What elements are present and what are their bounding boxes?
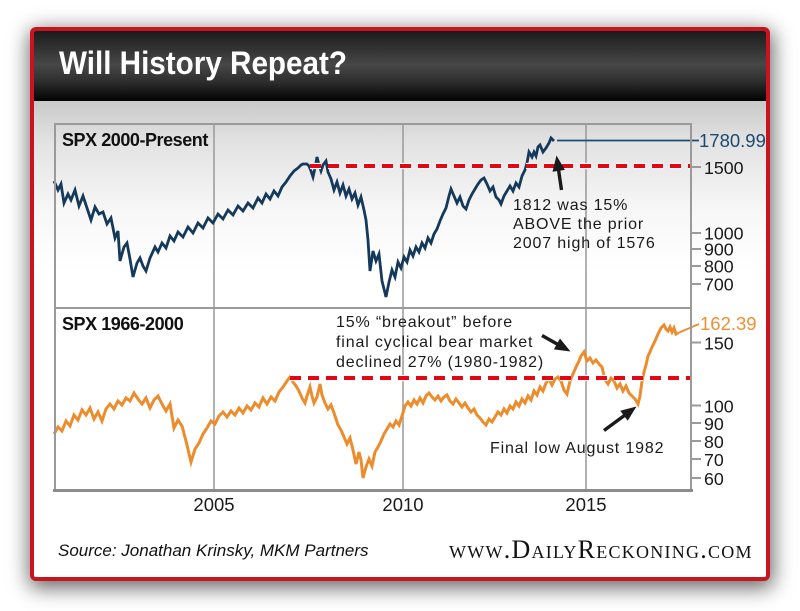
svg-text:162.39: 162.39 [700,313,757,334]
svg-text:2007 high of 1576: 2007 high of 1576 [513,235,656,252]
svg-text:700: 700 [704,275,734,295]
svg-text:Final low August 1982: Final low August 1982 [490,440,664,457]
svg-text:150: 150 [704,334,734,354]
svg-text:70: 70 [704,450,724,470]
svg-text:2005: 2005 [193,494,234,515]
svg-text:90: 90 [704,414,724,434]
svg-text:800: 800 [704,257,734,277]
svg-text:final cyclical bear market: final cyclical bear market [336,334,533,351]
svg-text:SPX 2000-Present: SPX 2000-Present [62,130,208,150]
svg-text:declined 27% (1980-1982): declined 27% (1980-1982) [336,354,544,371]
svg-text:60: 60 [704,469,724,489]
svg-text:1000: 1000 [704,224,744,244]
svg-text:900: 900 [704,240,734,260]
svg-text:2015: 2015 [565,494,606,515]
svg-text:15% “breakout” before: 15% “breakout” before [336,314,513,331]
svg-text:Will History Repeat?: Will History Repeat? [59,45,347,81]
svg-text:100: 100 [704,397,734,417]
svg-text:ABOVE the prior: ABOVE the prior [513,216,644,233]
svg-text:SPX 1966-2000: SPX 1966-2000 [62,314,184,334]
svg-text:1500: 1500 [704,158,744,178]
svg-text:1812 was 15%: 1812 was 15% [513,197,628,214]
svg-text:2010: 2010 [382,494,423,515]
svg-text:80: 80 [704,432,724,452]
svg-text:1780.99: 1780.99 [699,130,766,151]
